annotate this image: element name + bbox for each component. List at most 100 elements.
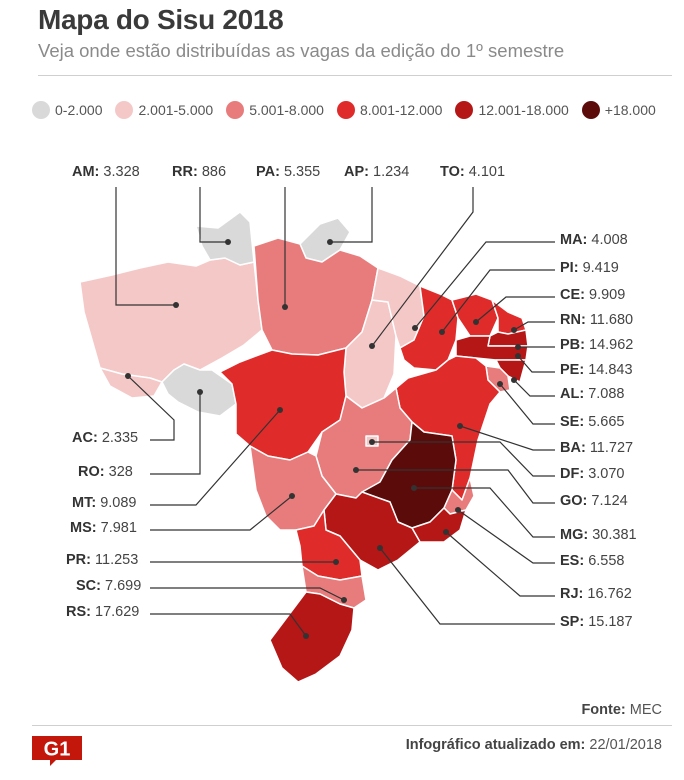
state-label-ac: AC: 2.335 bbox=[72, 430, 138, 446]
state-label-am: AM: 3.328 bbox=[72, 164, 140, 180]
state-code: RN: bbox=[560, 312, 586, 328]
state-code: MG: bbox=[560, 527, 589, 543]
state-label-pr: PR: 11.253 bbox=[66, 552, 138, 568]
source-note: Fonte: MEC bbox=[581, 702, 662, 718]
legend-label: 2.001-5.000 bbox=[138, 102, 214, 118]
g1-logo: G1 bbox=[32, 736, 82, 766]
state-label-rn: RN: 11.680 bbox=[560, 312, 633, 328]
state-value: 2.335 bbox=[101, 430, 139, 446]
state-label-df: DF: 3.070 bbox=[560, 466, 625, 482]
state-value: 9.089 bbox=[100, 495, 137, 511]
state-value: 9.419 bbox=[582, 260, 619, 276]
legend-item: +18.000 bbox=[581, 101, 656, 119]
legend-label: +18.000 bbox=[604, 102, 656, 118]
state-label-ap: AP: 1.234 bbox=[344, 164, 409, 180]
state-code: PI: bbox=[560, 260, 579, 276]
state-code: SE: bbox=[560, 414, 585, 430]
state-value: 1.234 bbox=[373, 164, 410, 180]
legend-swatch bbox=[581, 101, 600, 119]
bottom-divider bbox=[32, 725, 672, 726]
state-code: GO: bbox=[560, 493, 588, 509]
legend-label: 0-2.000 bbox=[55, 102, 103, 118]
state-code: RO: bbox=[78, 464, 105, 480]
legend: 0-2.000 2.001-5.000 5.001-8.000 8.001-12… bbox=[32, 98, 656, 122]
state-value: 4.101 bbox=[468, 164, 506, 180]
state-label-pb: PB: 14.962 bbox=[560, 337, 633, 353]
state-value: 4.008 bbox=[591, 232, 628, 248]
state-value: 9.909 bbox=[589, 287, 626, 303]
state-value: 3.070 bbox=[588, 466, 625, 482]
state-code: AM: bbox=[72, 164, 100, 180]
legend-label: 12.001-18.000 bbox=[478, 102, 569, 118]
state-am[interactable] bbox=[79, 257, 263, 383]
leader-lines bbox=[115, 187, 555, 639]
state-label-sc: SC: 7.699 bbox=[76, 578, 141, 594]
state-code: MA: bbox=[560, 232, 588, 248]
legend-swatch bbox=[226, 101, 245, 119]
state-code: PA: bbox=[256, 164, 280, 180]
state-label-ma: MA: 4.008 bbox=[560, 232, 628, 248]
state-code: CE: bbox=[560, 287, 585, 303]
state-label-pe: PE: 14.843 bbox=[560, 362, 633, 378]
state-value: 30.381 bbox=[592, 527, 637, 543]
state-code: ES: bbox=[560, 553, 585, 569]
state-label-mg: MG: 30.381 bbox=[560, 527, 637, 543]
legend-item: 8.001-12.000 bbox=[336, 101, 443, 119]
legend-item: 2.001-5.000 bbox=[115, 101, 213, 119]
state-code: PR: bbox=[66, 552, 91, 568]
state-label-es: ES: 6.558 bbox=[560, 553, 625, 569]
top-divider bbox=[38, 75, 672, 76]
updated-note: Infográfico atualizado em: 22/01/2018 bbox=[406, 737, 662, 753]
state-value: 5.665 bbox=[588, 414, 625, 430]
state-ce[interactable] bbox=[451, 293, 499, 337]
state-label-ba: BA: 11.727 bbox=[560, 440, 633, 456]
state-code: TO: bbox=[440, 164, 465, 180]
legend-swatch bbox=[336, 101, 355, 119]
legend-label: 8.001-12.000 bbox=[359, 102, 443, 118]
state-label-ro: RO: 328 bbox=[78, 464, 133, 480]
state-value: 11.727 bbox=[589, 440, 634, 456]
page-title: Mapa do Sisu 2018 bbox=[38, 4, 284, 35]
state-label-se: SE: 5.665 bbox=[560, 414, 625, 430]
state-code: BA: bbox=[560, 440, 586, 456]
state-code: PB: bbox=[560, 337, 585, 353]
state-code: SC: bbox=[76, 578, 101, 594]
state-rj[interactable] bbox=[411, 507, 467, 543]
state-code: RS: bbox=[66, 604, 91, 620]
source-value: MEC bbox=[629, 702, 662, 718]
page-subtitle: Veja onde estão distribuídas as vagas da… bbox=[38, 40, 565, 61]
state-value: 11.680 bbox=[589, 312, 634, 328]
state-rs[interactable] bbox=[269, 591, 355, 683]
g1-logo-text: G1 bbox=[44, 739, 71, 761]
legend-swatch bbox=[32, 101, 50, 119]
state-value: 14.843 bbox=[588, 362, 633, 378]
state-label-pa: PA: 5.355 bbox=[256, 164, 320, 180]
updated-value: 22/01/2018 bbox=[589, 737, 662, 753]
state-rr[interactable] bbox=[195, 211, 255, 266]
state-value: 7.088 bbox=[588, 386, 625, 402]
state-value: 17.629 bbox=[95, 604, 140, 620]
state-label-go: GO: 7.124 bbox=[560, 493, 628, 509]
state-label-al: AL: 7.088 bbox=[560, 386, 625, 402]
state-code: AP: bbox=[344, 164, 369, 180]
state-value: 7.981 bbox=[100, 520, 137, 536]
state-code: SP: bbox=[560, 614, 585, 630]
state-code: RR: bbox=[172, 164, 198, 180]
legend-swatch bbox=[115, 101, 134, 119]
state-value: 6.558 bbox=[588, 553, 625, 569]
state-code: RJ: bbox=[560, 586, 584, 602]
legend-item: 12.001-18.000 bbox=[455, 101, 569, 119]
state-code: AC: bbox=[72, 430, 98, 446]
state-value: 7.124 bbox=[591, 493, 628, 509]
state-code: MS: bbox=[70, 520, 97, 536]
state-label-rs: RS: 17.629 bbox=[66, 604, 139, 620]
state-code: AL: bbox=[560, 386, 585, 402]
state-code: MT: bbox=[72, 495, 97, 511]
state-value: 14.962 bbox=[589, 337, 634, 353]
state-label-mt: MT: 9.089 bbox=[72, 495, 137, 511]
state-value: 7.699 bbox=[105, 578, 142, 594]
state-code: DF: bbox=[560, 466, 585, 482]
legend-item: 0-2.000 bbox=[32, 101, 102, 119]
legend-swatch bbox=[455, 101, 474, 119]
